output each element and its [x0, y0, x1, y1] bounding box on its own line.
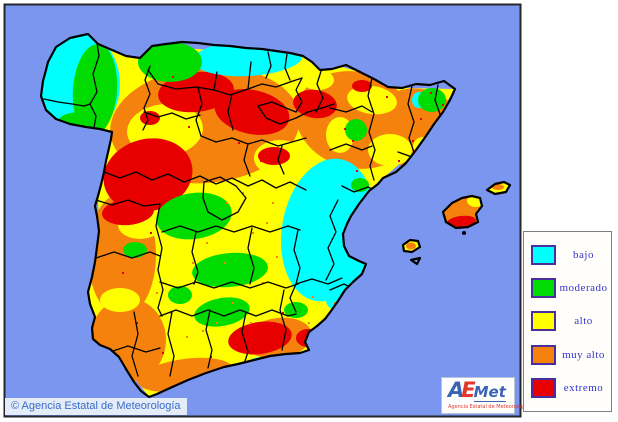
risk-patches-extremo: [102, 71, 372, 355]
legend-label-moderado: moderado: [559, 282, 608, 295]
logo-letter-a: A: [448, 378, 465, 402]
logo-letter-e: E: [461, 378, 476, 402]
legend-item-extremo: extremo: [524, 378, 611, 399]
legend: bajo moderado alto muy alto extremo: [523, 231, 612, 412]
island-cabrera: [462, 231, 466, 235]
aemet-logo: AEMet Agencia Estatal de Meteorología: [441, 377, 529, 414]
island-menorca: [487, 182, 510, 194]
logo-letters-met: Met: [473, 383, 506, 402]
legend-swatch-alto: [531, 311, 556, 332]
legend-swatch-muy-alto: [531, 344, 556, 365]
legend-item-alto: alto: [524, 311, 611, 332]
legend-item-muy-alto: muy alto: [524, 344, 611, 365]
legend-swatch-bajo: [531, 244, 556, 265]
legend-swatch-extremo: [531, 378, 556, 399]
attribution-note: © Agencia Estatal de Meteorología: [5, 398, 187, 415]
balearic-islands: [401, 180, 512, 266]
aemet-logo-caption: Agencia Estatal de Meteorología: [448, 404, 529, 410]
legend-label-bajo: bajo: [573, 248, 594, 261]
legend-item-bajo: bajo: [524, 244, 611, 265]
island-formentera: [409, 256, 422, 266]
spain-coastline: [39, 32, 457, 399]
aemet-logo-wordmark: AEMet: [448, 379, 514, 403]
legend-label-alto: alto: [574, 315, 593, 328]
legend-swatch-moderado: [531, 278, 556, 299]
legend-label-extremo: extremo: [563, 382, 604, 395]
legend-label-muy-alto: muy alto: [562, 348, 605, 361]
legend-item-moderado: moderado: [524, 278, 611, 299]
